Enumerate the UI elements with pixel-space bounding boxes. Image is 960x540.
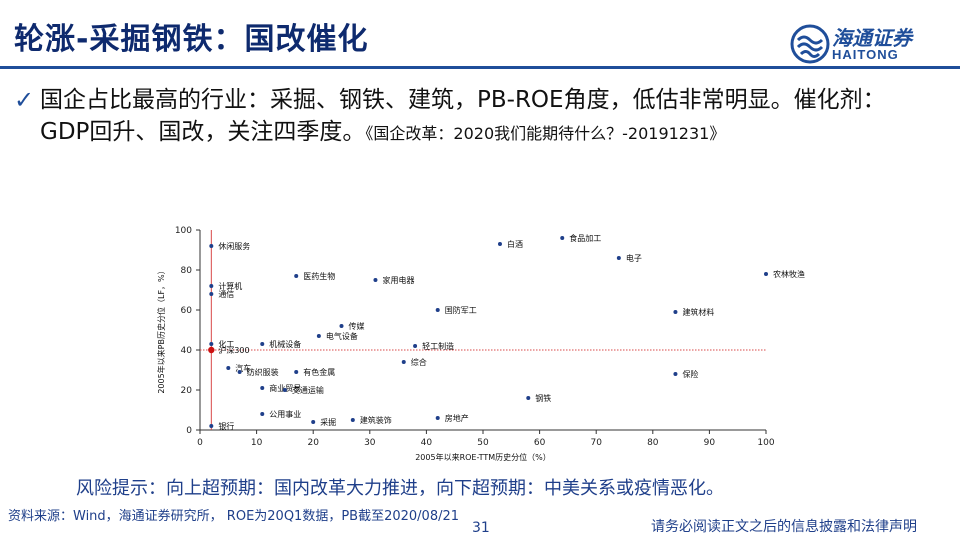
- data-point-label: 电气设备: [326, 331, 358, 341]
- data-point-label: 采掘: [320, 417, 336, 427]
- data-point-label: 传媒: [349, 321, 365, 331]
- y-axis-label: 2005年以来PB历史分位（LF，%）: [156, 266, 166, 393]
- data-point: [673, 372, 678, 376]
- x-tick-label: 100: [757, 438, 774, 448]
- y-tick-label: 100: [175, 226, 192, 236]
- y-tick-label: 0: [186, 426, 192, 436]
- data-point-label: 医药生物: [303, 271, 335, 281]
- data-point: [435, 416, 440, 420]
- check-icon: ✓: [14, 86, 35, 114]
- data-point-label: 休闲服务: [218, 241, 250, 251]
- highlight-point-label: 沪深300: [218, 345, 249, 355]
- data-point: [226, 366, 231, 370]
- data-point-label: 商业贸易: [269, 383, 301, 393]
- data-point-label: 机械设备: [269, 339, 301, 349]
- data-point-label: 建筑材料: [682, 307, 714, 317]
- data-point-label: 房地产: [445, 413, 469, 423]
- data-point: [209, 244, 214, 248]
- data-point-label: 国防军工: [445, 305, 477, 315]
- data-point: [413, 344, 418, 348]
- data-point-label: 白酒: [507, 239, 523, 249]
- data-point: [435, 308, 440, 312]
- data-point: [209, 424, 214, 428]
- data-point: [260, 342, 265, 346]
- data-point: [209, 292, 214, 296]
- data-point-label: 电子: [626, 253, 642, 263]
- y-tick-label: 40: [181, 346, 193, 356]
- x-tick-label: 80: [647, 438, 659, 448]
- data-point-label: 钢铁: [535, 393, 551, 403]
- data-point-label: 农林牧渔: [773, 269, 805, 279]
- data-point-label: 化工: [218, 339, 234, 349]
- data-point: [209, 342, 214, 346]
- x-tick-label: 90: [704, 438, 716, 448]
- haitong-logo-icon: [790, 24, 830, 64]
- data-point-label: 纺织服装: [247, 367, 279, 377]
- data-point: [401, 360, 406, 364]
- data-point: [526, 396, 531, 400]
- data-point-label: 公用事业: [269, 409, 301, 419]
- data-point: [294, 274, 299, 278]
- highlight-point: [208, 346, 215, 354]
- source-note: 资料来源：Wind，海通证券研究所， ROE为20Q1数据，PB截至2020/0…: [8, 509, 460, 524]
- data-point-label: 通信: [218, 289, 234, 299]
- x-tick-label: 0: [197, 438, 203, 448]
- data-point: [560, 236, 565, 240]
- data-point: [294, 370, 299, 374]
- data-point: [673, 310, 678, 314]
- data-point-label: 综合: [411, 357, 427, 367]
- data-point: [282, 388, 287, 392]
- risk-note: 风险提示：向上超预期：国内改革大力推进，向下超预期：中美关系或疫情恶化。: [76, 478, 724, 499]
- data-point: [339, 324, 344, 328]
- x-tick-label: 70: [590, 438, 602, 448]
- summary-bullet: ✓ 国企占比最高的行业：采掘、钢铁、建筑，PB-ROE角度，低估非常明显。催化剂…: [14, 84, 920, 150]
- data-point-label: 保险: [682, 369, 698, 379]
- data-point-label: 银行: [218, 421, 234, 431]
- x-tick-label: 30: [364, 438, 376, 448]
- x-tick-label: 50: [477, 438, 489, 448]
- data-point-label: 食品加工: [569, 233, 601, 243]
- data-point-label: 家用电器: [382, 275, 414, 285]
- data-point: [373, 278, 378, 282]
- x-tick-label: 40: [421, 438, 433, 448]
- y-tick-label: 20: [181, 386, 193, 396]
- data-point-label: 轻工制造: [422, 341, 454, 351]
- y-tick-label: 80: [181, 266, 193, 276]
- data-point: [237, 370, 242, 374]
- summary-text: 国企占比最高的行业：采掘、钢铁、建筑，PB-ROE角度，低估非常明显。催化剂：G…: [40, 87, 886, 145]
- data-point: [497, 242, 502, 246]
- data-point: [209, 284, 214, 288]
- data-point: [260, 386, 265, 390]
- data-point-label: 汽车: [235, 363, 251, 373]
- page-title: 轮涨-采掘钢铁：国改催化: [14, 22, 369, 57]
- disclaimer: 请务必阅读正文之后的信息披露和法律声明: [651, 519, 917, 535]
- data-point: [616, 256, 621, 260]
- haitong-logo: 海通证券 HAITONG: [790, 22, 940, 66]
- data-point: [260, 412, 265, 416]
- data-point-label: 交通运输: [292, 385, 324, 395]
- data-point: [350, 418, 355, 422]
- x-tick-label: 60: [534, 438, 546, 448]
- y-tick-label: 60: [181, 306, 193, 316]
- data-point-label: 计算机: [218, 281, 242, 291]
- data-point: [311, 420, 316, 424]
- x-axis-label: 2005年以来ROE-TTM历史分位（%）: [415, 452, 551, 462]
- summary-reference: 《国企改革：2020我们能期待什么？-20191231》: [365, 124, 726, 143]
- logo-name-en: HAITONG: [832, 47, 899, 62]
- data-point-label: 有色金属: [303, 367, 335, 377]
- logo-name-cn: 海通证券: [832, 26, 912, 50]
- data-point: [764, 272, 768, 276]
- pb-roe-scatter-chart: 0 10 20 30 40 50 60 70 80 90 100 0 20 40 60 80 100 休闲服务计算…: [156, 226, 805, 462]
- title-divider: [0, 66, 960, 69]
- x-tick-label: 10: [251, 438, 263, 448]
- data-point: [316, 334, 321, 338]
- page-number: 31: [472, 520, 490, 536]
- x-tick-label: 20: [307, 438, 319, 448]
- data-point-label: 建筑装饰: [360, 415, 392, 425]
